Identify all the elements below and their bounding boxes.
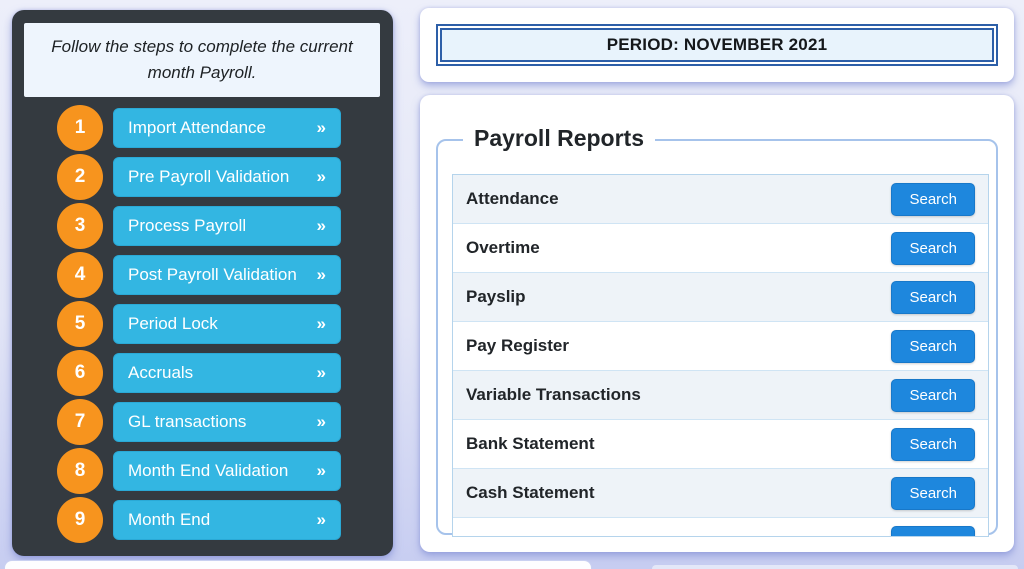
report-row-attendance: Attendance Search	[453, 175, 988, 224]
step-number-badge-1: 1	[57, 105, 103, 151]
step-row-7: 7 GL transactions »	[12, 398, 393, 447]
search-button-payslip[interactable]: Search	[891, 280, 975, 314]
payroll-steps-sidebar: Follow the steps to complete the current…	[12, 10, 393, 556]
step-button-label: Period Lock	[128, 314, 218, 333]
step-button-gl-transactions[interactable]: GL transactions »	[113, 402, 341, 442]
search-button-attendance[interactable]: Search	[891, 182, 975, 216]
step-button-post-payroll-validation[interactable]: Post Payroll Validation »	[113, 255, 341, 295]
step-number-badge-3: 3	[57, 203, 103, 249]
step-button-month-end[interactable]: Month End »	[113, 500, 341, 540]
step-row-9: 9 Month End »	[12, 496, 393, 545]
report-label: Overtime	[466, 238, 540, 257]
period-banner: PERIOD: NOVEMBER 2021	[440, 28, 994, 62]
double-chevron-right-icon: »	[316, 167, 326, 186]
report-row-payslip: Payslip Search	[453, 273, 988, 322]
step-button-label: Pre Payroll Validation	[128, 167, 290, 186]
step-row-4: 4 Post Payroll Validation »	[12, 251, 393, 300]
report-label: Pay Register	[466, 336, 569, 355]
double-chevron-right-icon: »	[316, 216, 326, 235]
step-number-badge-8: 8	[57, 448, 103, 494]
double-chevron-right-icon: »	[316, 461, 326, 480]
step-button-process-payroll[interactable]: Process Payroll »	[113, 206, 341, 246]
double-chevron-right-icon: »	[316, 314, 326, 333]
step-button-import-attendance[interactable]: Import Attendance »	[113, 108, 341, 148]
step-button-period-lock[interactable]: Period Lock »	[113, 304, 341, 344]
step-button-label: Process Payroll	[128, 216, 247, 235]
step-number-badge-7: 7	[57, 399, 103, 445]
step-row-1: 1 Import Attendance »	[12, 104, 393, 153]
report-row-cash-statement: Cash Statement Search	[453, 469, 988, 518]
sidebar-instruction-note: Follow the steps to complete the current…	[24, 23, 380, 97]
report-row-overtime: Overtime Search	[453, 224, 988, 273]
report-row-partial: Search	[453, 518, 988, 536]
report-label: Cash Statement	[466, 483, 595, 502]
search-button-variable-transactions[interactable]: Search	[891, 378, 975, 412]
double-chevron-right-icon: »	[316, 265, 326, 284]
step-button-label: Month End Validation	[128, 461, 289, 480]
double-chevron-right-icon: »	[316, 363, 326, 382]
step-row-5: 5 Period Lock »	[12, 300, 393, 349]
step-number-badge-6: 6	[57, 350, 103, 396]
step-button-label: Post Payroll Validation	[128, 265, 297, 284]
step-row-3: 3 Process Payroll »	[12, 202, 393, 251]
payroll-reports-fieldset: Payroll Reports Attendance Search Overti…	[436, 125, 998, 537]
next-panel-top-edge-left	[4, 560, 592, 569]
step-number-badge-4: 4	[57, 252, 103, 298]
report-label: Bank Statement	[466, 434, 595, 453]
step-row-6: 6 Accruals »	[12, 349, 393, 398]
step-button-label: Month End	[128, 510, 211, 529]
search-button-overtime[interactable]: Search	[891, 231, 975, 265]
step-number-badge-5: 5	[57, 301, 103, 347]
period-card: PERIOD: NOVEMBER 2021	[420, 8, 1014, 82]
double-chevron-right-icon: »	[316, 118, 326, 137]
payroll-reports-table: Attendance Search Overtime Search Paysli…	[452, 174, 989, 537]
search-button-pay-register[interactable]: Search	[891, 329, 975, 363]
step-button-label: GL transactions	[128, 412, 247, 431]
search-button-bank-statement[interactable]: Search	[891, 427, 975, 461]
step-number-badge-9: 9	[57, 497, 103, 543]
report-row-bank-statement: Bank Statement Search	[453, 420, 988, 469]
step-row-2: 2 Pre Payroll Validation »	[12, 153, 393, 202]
next-panel-top-edge-right	[652, 565, 1018, 569]
payroll-reports-card: Payroll Reports Attendance Search Overti…	[420, 95, 1014, 552]
step-button-label: Import Attendance	[128, 118, 266, 137]
step-button-month-end-validation[interactable]: Month End Validation »	[113, 451, 341, 491]
step-number-badge-2: 2	[57, 154, 103, 200]
step-button-accruals[interactable]: Accruals »	[113, 353, 341, 393]
double-chevron-right-icon: »	[316, 412, 326, 431]
report-label: Attendance	[466, 189, 559, 208]
report-label: Payslip	[466, 287, 526, 306]
double-chevron-right-icon: »	[316, 510, 326, 529]
search-button-partial[interactable]: Search	[891, 525, 975, 536]
report-label: Variable Transactions	[466, 385, 641, 404]
report-row-variable-transactions: Variable Transactions Search	[453, 371, 988, 420]
search-button-cash-statement[interactable]: Search	[891, 476, 975, 510]
step-button-pre-payroll-validation[interactable]: Pre Payroll Validation »	[113, 157, 341, 197]
step-row-8: 8 Month End Validation »	[12, 447, 393, 496]
period-banner-border: PERIOD: NOVEMBER 2021	[436, 24, 998, 66]
step-button-label: Accruals	[128, 363, 194, 382]
report-row-pay-register: Pay Register Search	[453, 322, 988, 371]
payroll-reports-title: Payroll Reports	[463, 125, 655, 152]
